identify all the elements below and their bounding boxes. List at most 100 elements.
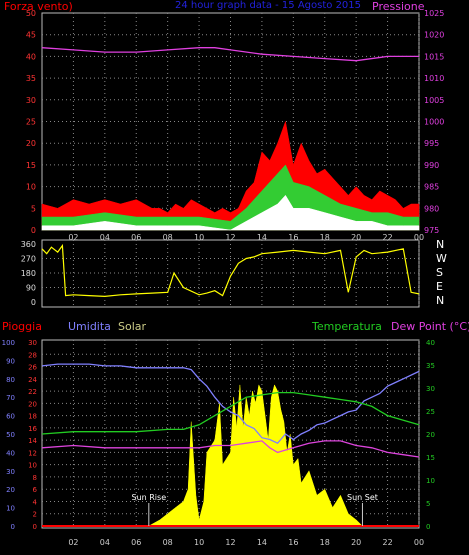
temperature-tick-label: 15 <box>426 454 435 462</box>
wind-x-tick-label: 06 <box>131 233 141 242</box>
rain-tick-label: 4 <box>33 498 38 506</box>
rain-tick-label: 12 <box>28 449 37 457</box>
wind-tick-label: 50 <box>26 9 36 18</box>
wind-x-tick-label: 20 <box>351 233 361 242</box>
compass-label: W <box>436 252 447 265</box>
pressure-axis-label: Pressione <box>372 0 425 13</box>
thp-x-tick-label: 14 <box>257 538 267 547</box>
humidity-tick-label: 70 <box>6 394 15 402</box>
solar-area <box>147 384 363 527</box>
humidity-tick-label: 40 <box>6 449 15 457</box>
wind-x-tick-label: 08 <box>163 233 173 242</box>
wind-tick-label: 35 <box>26 74 36 83</box>
humidity-tick-label: 60 <box>6 413 15 421</box>
pressure-tick-label: 1025 <box>424 9 444 18</box>
humidity-tick-label: 10 <box>6 505 15 513</box>
direction-tick-label: 270 <box>21 255 36 264</box>
wind-pressure-chart: Forza vento) 24 hour graph data - 15 Ago… <box>4 0 444 242</box>
legend-solar: Solar <box>118 320 147 333</box>
thp-x-tick-label: 12 <box>225 538 235 547</box>
humidity-tick-label: 0 <box>11 523 15 531</box>
wind-x-tick-label: 22 <box>382 233 392 242</box>
legend-rain: Pioggia <box>2 320 42 333</box>
pressure-tick-label: 1015 <box>424 52 444 61</box>
direction-tick-label: 0 <box>31 298 36 307</box>
temperature-tick-label: 25 <box>426 408 435 416</box>
wind-x-ticks: 02 04 06 08 10 12 14 16 18 20 22 00 <box>68 233 424 242</box>
temperature-humidity-solar-chart: Pioggia Umidita Solar Temperatura Dew Po… <box>2 320 469 547</box>
direction-tick-label: 360 <box>21 240 36 249</box>
thp-x-tick-label: 06 <box>131 538 141 547</box>
pressure-tick-label: 1010 <box>424 74 444 83</box>
thp-x-tick-label: 02 <box>68 538 78 547</box>
wind-tick-label: 30 <box>26 96 36 105</box>
rain-tick-label: 28 <box>28 351 37 359</box>
rain-tick-label: 8 <box>33 474 37 482</box>
compass-label: N <box>436 238 444 251</box>
wind-tick-label: 25 <box>26 118 36 127</box>
rain-tick-label: 10 <box>28 462 37 470</box>
rain-tick-label: 20 <box>28 400 37 408</box>
direction-y-ticks: 0 90 180 270 360 <box>21 240 36 307</box>
rain-tick-label: 2 <box>33 511 37 519</box>
humidity-tick-label: 100 <box>2 339 15 347</box>
wind-tick-label: 20 <box>26 139 36 148</box>
wind-axis-label: Forza vento) <box>4 0 73 13</box>
rain-tick-label: 14 <box>28 437 37 445</box>
temperature-tick-label: 30 <box>426 385 435 393</box>
thp-x-tick-label: 20 <box>351 538 361 547</box>
pressure-tick-label: 975 <box>424 226 439 235</box>
wind-tick-label: 45 <box>26 31 36 40</box>
humidity-tick-label: 50 <box>6 431 15 439</box>
legend-temperature: Temperatura <box>311 320 382 333</box>
wind-tick-label: 10 <box>26 183 36 192</box>
compass-label: N <box>436 294 444 307</box>
pressure-y-ticks: 975 980 985 990 995 1000 1005 1010 1015 1020 1025 <box>424 9 444 235</box>
thp-x-tick-label: 10 <box>194 538 204 547</box>
wind-direction-line <box>41 243 420 298</box>
direction-grid <box>42 240 420 307</box>
thp-x-tick-label: 00 <box>414 538 424 547</box>
pressure-tick-label: 995 <box>424 139 439 148</box>
temperature-tick-label: 5 <box>426 500 430 508</box>
pressure-tick-label: 1005 <box>424 96 444 105</box>
pressure-tick-label: 990 <box>424 161 439 170</box>
wind-x-tick-label: 00 <box>414 233 424 242</box>
humidity-y-ticks: 0 10 20 30 40 50 60 70 80 90 100 <box>2 339 15 531</box>
compass-label: E <box>436 280 443 293</box>
wind-x-tick-label: 10 <box>194 233 204 242</box>
thp-x-tick-label: 08 <box>163 538 173 547</box>
wind-x-tick-label: 04 <box>100 233 110 242</box>
thp-series <box>41 363 420 527</box>
temperature-tick-label: 20 <box>426 431 435 439</box>
temperature-tick-label: 10 <box>426 477 435 485</box>
humidity-tick-label: 30 <box>6 468 15 476</box>
direction-tick-label: 90 <box>26 284 36 293</box>
wind-x-tick-label: 14 <box>257 233 267 242</box>
chart-title: 24 hour graph data - 15 Agosto 2015 <box>175 0 361 11</box>
wind-tick-label: 5 <box>31 204 36 213</box>
rain-tick-label: 22 <box>28 388 37 396</box>
humidity-tick-label: 20 <box>6 486 15 494</box>
dewpoint-line <box>41 440 420 458</box>
humidity-tick-label: 80 <box>6 376 15 384</box>
sun-annotations: Sun Rise Sun Set <box>131 493 378 526</box>
direction-series <box>41 243 420 298</box>
temperature-tick-label: 0 <box>426 523 430 531</box>
pressure-tick-label: 1000 <box>424 118 444 127</box>
wind-tick-label: 0 <box>31 226 36 235</box>
legend-humidity: Umidita <box>68 320 111 333</box>
wind-x-tick-label: 18 <box>320 233 330 242</box>
compass-label: S <box>436 266 443 279</box>
temperature-tick-label: 35 <box>426 362 435 370</box>
wind-tick-label: 40 <box>26 52 36 61</box>
wind-x-tick-label: 12 <box>225 233 235 242</box>
pressure-tick-label: 1020 <box>424 31 444 40</box>
thp-x-tick-label: 04 <box>100 538 110 547</box>
thp-x-ticks: 02 04 06 08 10 12 14 16 18 20 22 00 <box>68 538 424 547</box>
temperature-tick-label: 40 <box>426 339 435 347</box>
thp-x-tick-label: 18 <box>320 538 330 547</box>
